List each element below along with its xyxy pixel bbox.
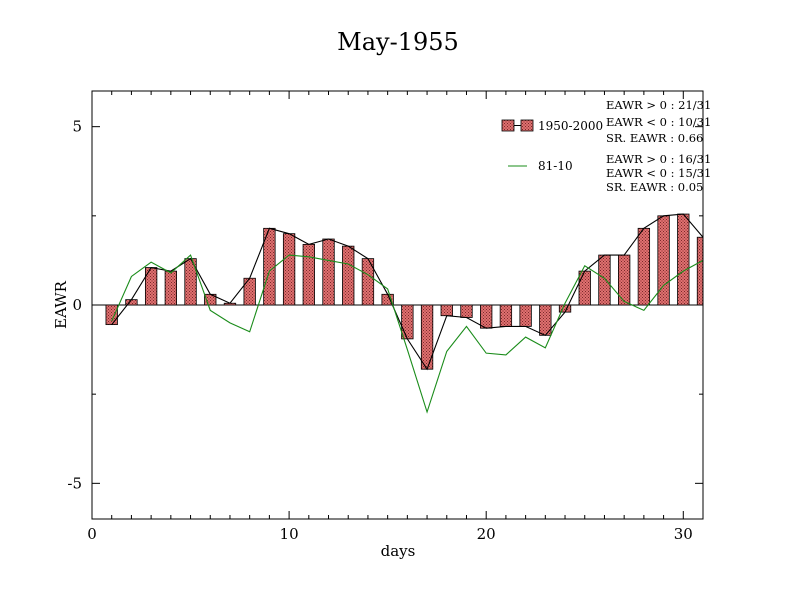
x-tick-label-0: 0 [87, 525, 97, 543]
bar-day-4 [164, 270, 177, 306]
legend-stats-81-10: EAWR > 0 : 16/31 EAWR < 0 : 15/31 SR. EA… [606, 152, 711, 194]
bar-day-26 [598, 254, 611, 306]
bar-day-18 [440, 304, 453, 317]
plot-area [92, 213, 704, 414]
bar-day-16 [401, 304, 414, 340]
y-tick-label--5: -5 [67, 474, 82, 492]
legend-stats-1950-2000: EAWR > 0 : 21/31 EAWR < 0 : 10/31 SR. EA… [606, 98, 711, 145]
bar-day-12 [322, 238, 335, 306]
legend: 1950-2000 EAWR > 0 : 21/31 EAWR < 0 : 10… [501, 98, 711, 194]
bar-day-10 [282, 233, 296, 306]
y-tick-label-5: 5 [72, 118, 82, 136]
bar-day-1 [105, 304, 118, 326]
legend-entry-81-10: 81-10 [508, 159, 573, 173]
bar-day-30 [677, 213, 690, 306]
stat-negative-81-10: EAWR < 0 : 15/31 [606, 166, 711, 180]
legend-label-1950-2000: 1950-2000 [538, 119, 603, 133]
stat-sr-1950-2000: SR. EAWR : 0.66 [606, 131, 703, 145]
bar-day-13 [342, 245, 355, 306]
bar-day-28 [637, 227, 651, 306]
x-tick-label-20: 20 [477, 525, 496, 543]
stat-positive-81-10: EAWR > 0 : 16/31 [606, 152, 711, 166]
y-axis: -5 0 5 [67, 118, 703, 492]
bar-day-20 [480, 304, 493, 329]
bar-day-31 [696, 236, 704, 306]
legend-entry-1950-2000: 1950-2000 [501, 119, 603, 133]
x-tick-label-30: 30 [674, 525, 693, 543]
chart-title: May-1955 [337, 28, 459, 56]
legend-swatch-bar-2 [520, 119, 534, 132]
series-line-1950-2000 [111, 213, 704, 371]
bar-day-11 [302, 243, 315, 306]
bar-day-19 [460, 304, 473, 318]
x-axis-label: days [381, 542, 416, 560]
bar-day-29 [657, 215, 670, 306]
x-tick-label-10: 10 [280, 525, 299, 543]
bar-day-21 [499, 304, 513, 327]
series-line-81-10 [111, 254, 704, 414]
bar-day-25 [578, 270, 591, 306]
bar-day-8 [243, 277, 256, 306]
legend-swatch-bar-1 [501, 119, 515, 132]
x-axis: 0 10 20 30 [87, 91, 704, 543]
legend-label-81-10: 81-10 [538, 159, 573, 173]
stat-negative-1950-2000: EAWR < 0 : 10/31 [606, 115, 711, 129]
y-tick-label-0: 0 [72, 296, 82, 314]
y-axis-label: EAWR [52, 280, 70, 329]
bar-day-22 [519, 304, 532, 327]
stat-sr-81-10: SR. EAWR : 0.05 [606, 180, 703, 194]
stat-positive-1950-2000: EAWR > 0 : 21/31 [606, 98, 711, 112]
